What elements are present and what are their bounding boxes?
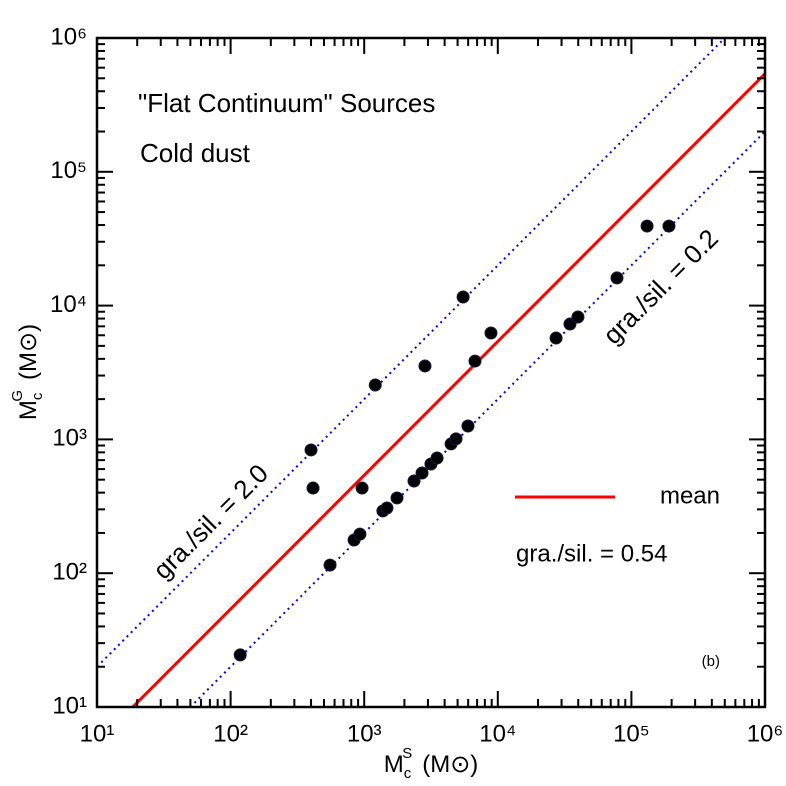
- ratio-line: [130, 72, 765, 707]
- point: [323, 558, 337, 572]
- frame: [95, 36, 767, 709]
- x-tick-label: 10²: [213, 720, 248, 747]
- annotation: (b): [702, 653, 720, 670]
- y-tick-label: 10⁵: [50, 157, 87, 184]
- label-part: M: [15, 400, 42, 420]
- point: [610, 271, 624, 285]
- point: [456, 290, 470, 304]
- point: [549, 331, 563, 345]
- point: [484, 326, 498, 340]
- x-tick-label: 10⁵: [613, 720, 650, 747]
- x-tick-label: 10⁴: [479, 720, 516, 747]
- y-tick-label: 10²: [52, 559, 87, 586]
- y-tick-label: 10¹: [52, 692, 87, 719]
- point: [304, 443, 318, 457]
- legend-label: gra./sil. = 0.54: [516, 540, 667, 567]
- x-tick-label: 10³: [347, 720, 382, 747]
- point: [640, 219, 654, 233]
- y-tick-label: 10⁴: [50, 291, 87, 318]
- point: [468, 354, 482, 368]
- ratio-line: [188, 130, 765, 707]
- x-tick-label: 10⁶: [747, 720, 784, 747]
- label-part: G: [9, 390, 26, 402]
- point: [418, 359, 432, 373]
- x-tick-label: 10¹: [80, 720, 115, 747]
- line-label: gra./sil. = 2.0: [147, 458, 274, 585]
- point: [306, 481, 320, 495]
- y-axis-label: McG (M⊙): [9, 324, 46, 420]
- line-label: gra./sil. = 0.2: [597, 223, 724, 350]
- legend-label: mean: [660, 482, 720, 509]
- label-part: (M⊙): [15, 324, 42, 380]
- annotation: Cold dust: [140, 138, 251, 168]
- label-part: c: [404, 765, 412, 782]
- label-part: S: [402, 745, 412, 762]
- point: [355, 481, 369, 495]
- plot-area: [97, 38, 765, 707]
- point: [353, 527, 367, 541]
- point: [662, 219, 676, 233]
- annotation: "Flat Continuum" Sources: [138, 88, 435, 118]
- point: [461, 419, 475, 433]
- point: [368, 378, 382, 392]
- label-part: c: [29, 392, 46, 400]
- point: [380, 501, 394, 515]
- label-part: M: [384, 751, 404, 778]
- point: [407, 474, 421, 488]
- x-axis-label: McS (M⊙): [384, 745, 479, 782]
- y-tick-label: 10⁶: [50, 23, 87, 50]
- y-tick-label: 10³: [52, 425, 87, 452]
- point: [449, 432, 463, 446]
- point: [390, 491, 404, 505]
- ratio-line: [97, 38, 727, 668]
- label-part: (M⊙): [422, 751, 478, 778]
- point: [430, 451, 444, 465]
- point: [571, 310, 585, 324]
- point: [415, 466, 429, 480]
- point: [233, 648, 247, 662]
